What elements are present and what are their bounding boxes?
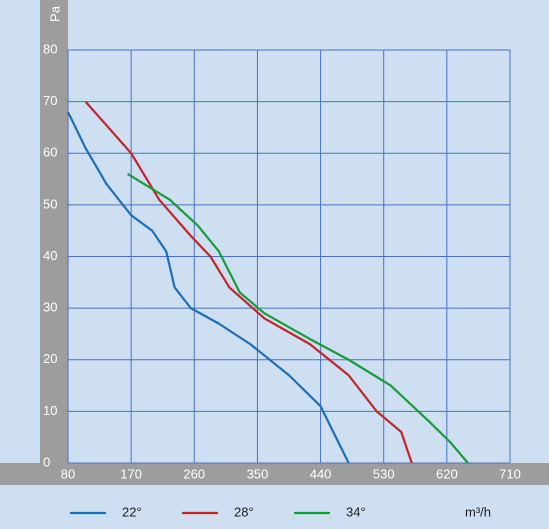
x-tick-label: 170: [120, 466, 142, 481]
y-tick-label: 20: [43, 351, 57, 366]
y-tick-label: 70: [43, 93, 57, 108]
x-tick-label: 80: [61, 466, 75, 481]
y-tick-label: 80: [43, 41, 57, 56]
y-tick-label: 10: [43, 403, 57, 418]
series-line: [127, 172, 469, 464]
y-tick-label: 30: [43, 300, 57, 315]
series-line: [84, 100, 413, 464]
x-tick-label: 260: [183, 466, 205, 481]
y-axis-band: [40, 0, 68, 485]
series-line: [67, 111, 350, 464]
legend-label: 34°: [346, 504, 366, 519]
y-tick-label: 60: [43, 145, 57, 160]
x-tick-label: 710: [499, 466, 521, 481]
y-tick-label: 50: [43, 196, 57, 211]
x-axis-band: [0, 463, 549, 485]
y-tick-label: 40: [43, 248, 57, 263]
x-tick-label: 620: [436, 466, 458, 481]
legend-label: 28°: [234, 504, 254, 519]
x-axis-label: m³/h: [465, 504, 491, 519]
y-tick-label: 0: [43, 454, 50, 469]
y-axis-label: Pa: [47, 5, 62, 22]
x-tick-label: 530: [373, 466, 395, 481]
legend-label: 22°: [122, 504, 142, 519]
x-tick-label: 350: [247, 466, 269, 481]
x-tick-label: 440: [310, 466, 332, 481]
